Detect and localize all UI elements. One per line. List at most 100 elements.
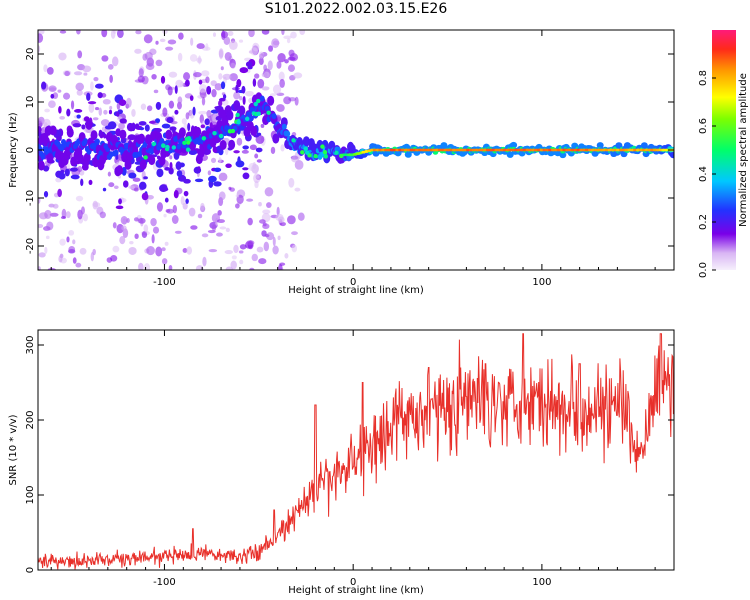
spectrogram-noise-blob — [165, 209, 171, 213]
spectrogram-ridge-halo — [510, 141, 518, 149]
spectrogram-noise-blob — [83, 72, 88, 76]
spectrogram-noise-blob — [151, 73, 157, 80]
spectrogram-noise-blob — [59, 238, 66, 246]
spectrogram-noise-blob — [248, 162, 257, 172]
spectrogram-band-blob — [183, 190, 189, 197]
spectrogram-band-blob — [119, 118, 127, 124]
spectrogram-ridge-mid — [149, 148, 155, 155]
spectrogram-noise-blob — [153, 89, 159, 94]
spectrogram-noise-blob — [277, 216, 285, 224]
spectrogram-band-blob — [164, 167, 171, 171]
spectrogram-noise-blob — [81, 206, 85, 215]
spectrogram-noise-blob — [228, 40, 238, 50]
spectrogram-noise-blob — [146, 105, 153, 112]
spectrogram-ridge-mid — [113, 149, 119, 156]
spectrogram-band-blob — [127, 134, 136, 141]
spectrogram-noise-blob — [82, 65, 92, 73]
spectrogram-noise-blob — [38, 266, 41, 270]
spectrogram-noise-blob — [291, 155, 300, 163]
spectrogram-noise-blob — [263, 64, 267, 71]
spectrogram-band-blob — [208, 175, 217, 183]
spectrogram-noise-blob — [200, 92, 207, 99]
spectrogram-noise-blob — [251, 253, 258, 262]
spectrogram-band-blob — [192, 106, 196, 116]
snr-y-tick-label: 300 — [25, 335, 36, 354]
spectrogram-noise-blob — [72, 257, 77, 264]
spectrogram-band-blob — [218, 100, 223, 107]
spectrogram-noise-blob — [281, 30, 285, 36]
spectrogram-y-axis-label: Frequency (Hz) — [8, 112, 19, 188]
spectrogram-band-blob — [43, 190, 49, 198]
spectrogram-noise-blob — [267, 60, 273, 71]
spectrogram-noise-blob — [236, 137, 243, 146]
spectrogram-band-blob — [155, 118, 161, 124]
spectrogram-band-blob — [76, 114, 81, 119]
spectrogram-noise-blob — [122, 228, 129, 238]
spectrogram-ridge-peak — [184, 136, 190, 142]
spectrogram-noise-blob — [238, 39, 244, 43]
spectrogram-noise-blob — [79, 247, 87, 255]
spectrogram-band-blob — [139, 127, 145, 131]
spectrogram-noise-blob — [183, 72, 191, 81]
spectrogram-noise-blob — [190, 225, 198, 230]
spectrogram-noise-blob — [280, 144, 285, 152]
spectrogram-noise-blob — [155, 59, 163, 67]
spectrogram-noise-blob — [151, 234, 155, 244]
spectrogram-noise-blob — [48, 100, 56, 109]
spectrogram-noise-blob — [52, 203, 59, 209]
spectrogram-noise-blob — [182, 202, 188, 210]
spectrogram-band-blob — [245, 61, 253, 68]
spectrogram-noise-blob — [38, 223, 44, 228]
spectrogram-noise-blob — [61, 208, 67, 219]
spectrogram-noise-blob — [263, 71, 270, 78]
spectrogram-noise-blob — [259, 219, 266, 224]
spectrogram-ridge-mid — [59, 145, 65, 152]
spectrogram-band-blob — [188, 149, 198, 155]
spectrogram-noise-blob — [171, 215, 179, 224]
spectrogram-ridge-peak — [339, 153, 344, 159]
spectrogram-noise-blob — [249, 267, 255, 270]
spectrogram-noise-blob — [230, 260, 237, 270]
spectrogram-noise-blob — [128, 185, 136, 190]
spectrogram-noise-blob — [38, 252, 46, 258]
spectrogram-noise-blob — [252, 42, 260, 52]
spectrogram-noise-blob — [201, 233, 209, 238]
spectrogram-noise-blob — [164, 241, 169, 246]
spectrogram-noise-blob — [131, 108, 136, 117]
spectrogram-band-blob — [197, 166, 201, 171]
spectrogram-noise-blob — [109, 105, 113, 110]
spectrogram-ridge-halo — [219, 139, 227, 150]
spectrogram-noise-blob — [246, 240, 255, 246]
spectrogram-band-blob — [156, 168, 164, 178]
spectrogram-noise-blob — [299, 30, 306, 36]
spectrogram-noise-blob — [223, 36, 231, 46]
spectrogram-noise-blob — [218, 172, 228, 182]
spectrogram-band-blob — [70, 174, 80, 180]
spectrogram-noise-blob — [283, 35, 292, 40]
snr-y-tick-label: 200 — [25, 410, 36, 429]
spectrogram-ridge-halo — [272, 133, 280, 144]
spectrogram-ridge-halo — [139, 159, 147, 170]
spectrogram-ridge-peak — [143, 155, 148, 160]
spectrogram-noise-blob — [227, 30, 234, 37]
spectrogram-noise-blob — [238, 250, 244, 254]
spectrogram-band-blob — [184, 79, 190, 87]
spectrogram-noise-blob — [168, 71, 178, 78]
snr-series-line — [38, 333, 674, 570]
spectrogram-band-blob — [194, 178, 204, 183]
spectrogram-ridge-halo — [226, 110, 234, 121]
spectrogram-noise-blob — [109, 74, 113, 83]
spectrogram-noise-blob — [294, 96, 299, 106]
spectrogram-noise-blob — [92, 117, 99, 121]
spectrogram-noise-blob — [102, 98, 111, 105]
spectrogram-noise-blob — [44, 209, 52, 219]
spectrogram-noise-blob — [108, 182, 115, 188]
spectrogram-noise-blob — [245, 90, 254, 97]
spectrogram-ridge-halo — [49, 125, 57, 136]
spectrogram-ridge-peak — [313, 154, 318, 159]
spectrogram-ridge-halo — [267, 95, 275, 106]
spectrogram-ridge-halo — [148, 155, 156, 166]
spectrogram-noise-blob — [205, 76, 210, 84]
spectrogram-noise-blob — [57, 89, 62, 93]
spectrogram-band-blob — [94, 83, 104, 89]
